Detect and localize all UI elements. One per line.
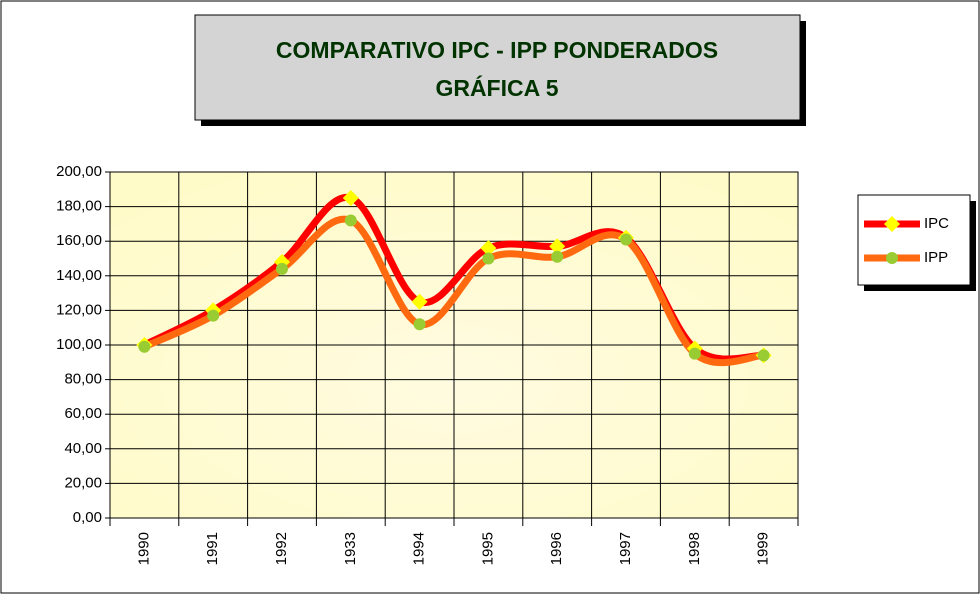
data-point: [413, 318, 426, 331]
data-point: [342, 189, 359, 206]
y-tick-label: 20,00: [64, 474, 102, 491]
y-tick-label: 140,00: [56, 267, 102, 284]
data-point: [207, 309, 220, 322]
y-tick-label: 120,00: [56, 301, 102, 318]
y-tick-label: 160,00: [56, 232, 102, 249]
chart-title: COMPARATIVO IPC - IPP PONDERADOS: [276, 37, 718, 63]
data-point: [551, 250, 564, 263]
data-point: [138, 340, 151, 353]
x-tick-label: 1996: [548, 532, 565, 565]
title-box: [194, 14, 801, 121]
data-point: [276, 262, 288, 275]
data-point: [344, 214, 357, 227]
data-point: [480, 240, 497, 257]
data-point: [757, 349, 770, 362]
series-line: [142, 215, 764, 367]
y-tick-label: 180,00: [56, 198, 102, 215]
y-tick-label: 0,00: [73, 509, 102, 526]
x-tick-label: 1998: [686, 532, 703, 565]
x-tick-label: 1997: [617, 532, 634, 565]
y-tick-label: 60,00: [64, 405, 102, 422]
x-tick-label: 1991: [204, 532, 221, 565]
x-tick-label: 1995: [479, 532, 496, 565]
data-point: [411, 293, 428, 310]
y-tick-label: 100,00: [56, 336, 102, 353]
legend-marker: [886, 252, 898, 264]
legend-marker: [884, 216, 900, 232]
plot-frame: [109, 171, 799, 519]
x-tick-label: 1990: [135, 532, 152, 565]
data-point: [482, 252, 495, 265]
data-point: [620, 233, 632, 246]
legend-box: [857, 194, 971, 286]
legend-label: IPC: [924, 215, 949, 232]
y-tick-label: 80,00: [64, 371, 102, 388]
data-point: [688, 347, 701, 360]
x-tick-label: 1999: [755, 532, 772, 565]
x-tick-label: 1994: [411, 532, 428, 565]
y-tick-label: 40,00: [64, 440, 102, 457]
y-tick-label: 200,00: [56, 163, 102, 180]
x-tick-label: 1992: [273, 532, 290, 565]
x-tick-label: 1933: [342, 532, 359, 565]
data-point: [549, 238, 566, 255]
chart-subtitle: GRÁFICA 5: [435, 74, 558, 101]
legend-label: IPP: [924, 249, 948, 266]
